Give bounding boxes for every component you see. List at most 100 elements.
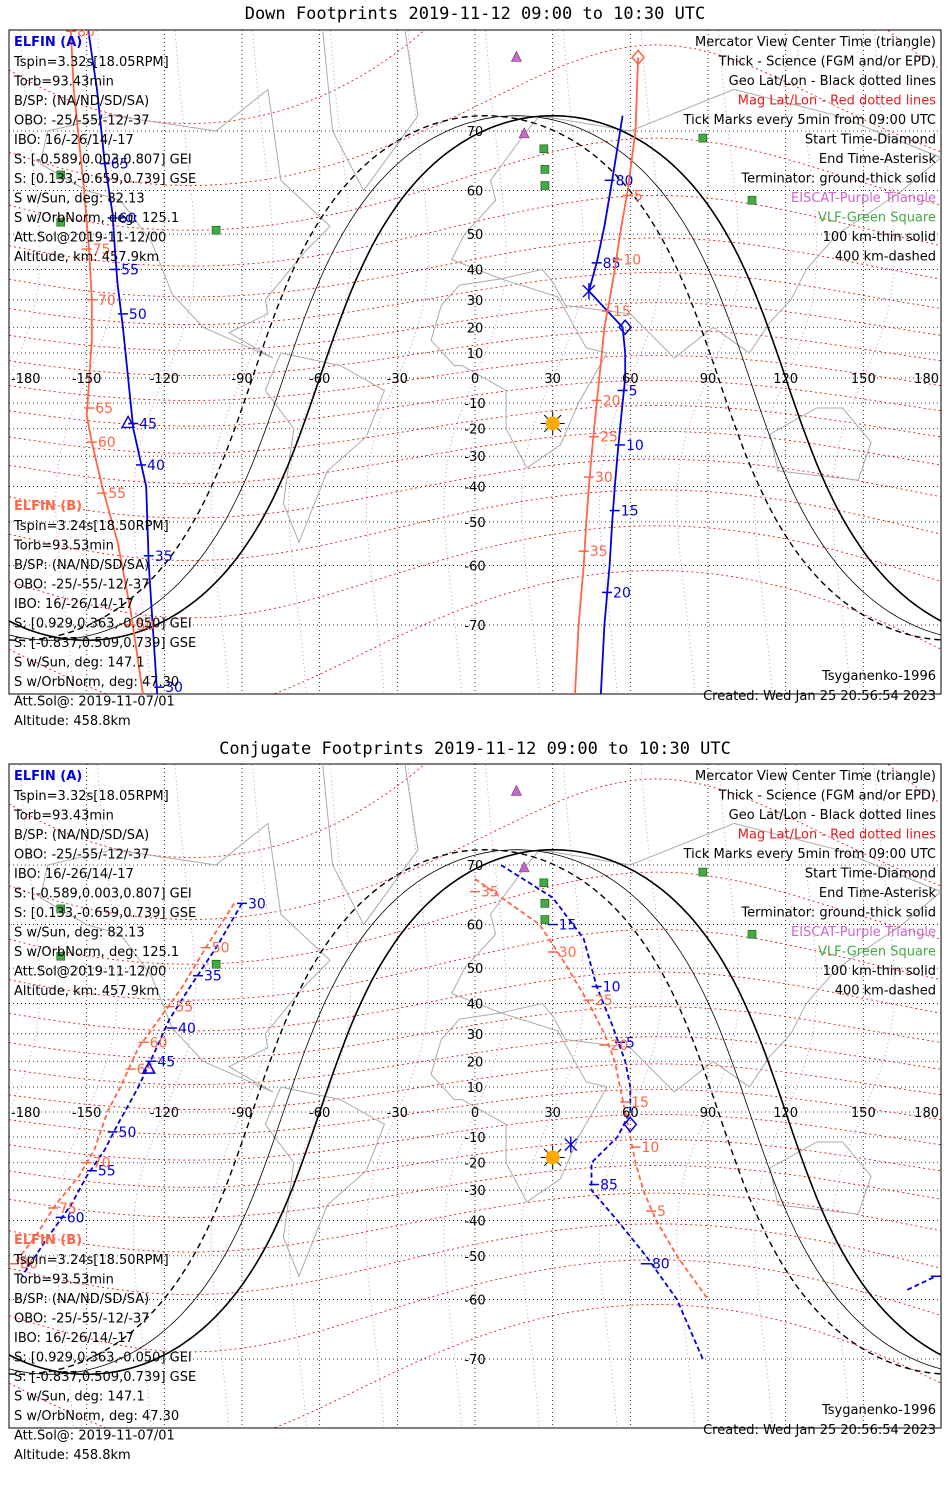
mag-meridian — [521, 30, 585, 694]
mag-parallel — [9, 1223, 941, 1295]
lon-tick-label: 90 — [700, 1106, 717, 1121]
lon-tick-label: 60 — [622, 372, 639, 387]
elfin-a-west-tick-label: 30 — [165, 680, 183, 696]
elfin-b-east-tick-label: 25 — [600, 430, 618, 446]
elfin-a-info-line: S w/OrbNorm, deg: 125.1 — [14, 945, 179, 960]
lat-tick-label: 40 — [467, 263, 484, 278]
elfin-b-info-line: IBO: 16/-26/14/-17 — [14, 1331, 134, 1346]
start-diamond-icon — [618, 319, 633, 336]
elfin-b-info-line: Torb=93.53min — [13, 539, 114, 554]
legend-item: 400 km-dashed — [835, 250, 936, 265]
elfin-b-info-line: Altitude: 458.8km — [14, 1448, 131, 1463]
vlf-square-icon — [539, 878, 549, 888]
lon-tick-label: 30 — [544, 372, 561, 387]
legend-item: Tick Marks every 5min from 09:00 UTC — [683, 847, 936, 862]
mag-meridian — [754, 30, 818, 694]
elfin-b-west-track — [69, 30, 144, 694]
elfin-a-info-line: S: [0.133,-0.659,0.739] GSE — [14, 906, 196, 921]
lat-tick-label: 60 — [467, 919, 484, 934]
elfin-a-conj-tick-label: 80 — [652, 1257, 670, 1273]
view-center-triangle-icon — [120, 415, 136, 429]
elfin-b-info-line: S w/Sun, deg: 147.1 — [14, 656, 145, 671]
elfin-b-label: ELFIN (B) — [14, 499, 82, 514]
vlf-square-icon — [539, 144, 549, 154]
mag-parallel — [9, 489, 941, 561]
elfin-a-info-line: Att.Sol@2019-11-12/00 — [14, 231, 166, 246]
mag-meridian — [55, 30, 119, 694]
vlf-square-icon — [211, 959, 221, 969]
elfin-a-conj-west-tick-label: 30 — [248, 896, 266, 912]
eiscat-triangle-icon — [518, 127, 530, 139]
elfin-a-west-tick-label: 65 — [111, 157, 129, 173]
mag-meridian — [831, 30, 895, 694]
elfin-b-info-line: S: [0.929,0.363,-0.050] GEI — [14, 1351, 192, 1366]
elfin-a-info-line: IBO: 16/-26/14/-17 — [14, 133, 134, 148]
elfin-b-info-line: B/SP: (NA/ND/SD/SA) — [14, 558, 149, 573]
mag-meridian — [676, 764, 740, 1428]
elfin-a-west-tick-label: 45 — [139, 416, 157, 432]
legend-item: End Time-Asterisk — [819, 886, 937, 901]
lat-tick-label: 10 — [467, 347, 484, 362]
elfin-b-conj-tick-label: 10 — [642, 1140, 660, 1156]
panel-title-conjugate: Conjugate Footprints 2019-11-12 09:00 to… — [219, 739, 731, 759]
terminator-400km — [9, 114, 941, 642]
elfin-b-west-tick-label: 50 — [137, 618, 155, 634]
eiscat-triangle-icon — [518, 861, 530, 873]
elfin-a-conj-west-tick-label: 35 — [204, 969, 222, 985]
elfin-b-info-line: IBO: 16/-26/14/-17 — [14, 597, 134, 612]
elfin-b-west-tick-label: 70 — [98, 293, 116, 309]
model-label: Tsyganenko-1996 — [821, 1403, 936, 1418]
elfin-a-info-line: OBO: -25/-55/-12/-37 — [14, 848, 150, 863]
elfin-a-conj-tick-label: 15 — [559, 918, 577, 934]
lat-tick-label: -60 — [464, 1293, 485, 1308]
lat-tick-label: 20 — [467, 1055, 484, 1070]
lat-tick-label: -10 — [464, 397, 485, 412]
lat-tick-label: 50 — [467, 962, 484, 977]
lon-tick-label: -120 — [150, 372, 180, 387]
elfin-a-west-tick-label: 40 — [147, 458, 165, 474]
mag-parallel — [9, 195, 941, 267]
elfin-b-conj-tick-label: 5 — [657, 1204, 666, 1220]
mag-parallel — [9, 971, 941, 1032]
terminator-100km — [9, 849, 941, 1375]
mag-parallel — [9, 430, 941, 484]
lat-tick-label: -50 — [464, 516, 485, 531]
mag-parallel — [9, 764, 941, 859]
lat-tick-label: 70 — [467, 125, 484, 140]
elfin-a-info-line: Tspin=3.32s[18.05RPM] — [13, 55, 169, 70]
elfin-b-conj-west-tick-label: 50 — [212, 941, 230, 957]
lat-tick-label: -50 — [464, 1250, 485, 1265]
elfin-a-conj-west-track — [21, 902, 243, 1277]
eiscat-triangle-icon — [510, 50, 522, 62]
elfin-a-conj-west-tick-label: 50 — [119, 1125, 137, 1141]
coastline — [264, 1086, 386, 1278]
elfin-b-info: ELFIN (B) Tspin=3.24s[18.50RPM] Torb=93.53… — [13, 1233, 196, 1463]
lat-tick-label: 70 — [467, 859, 484, 874]
lon-tick-label: -90 — [231, 1106, 252, 1121]
legend-item: Thick - Science (FGM and/or EPD) — [718, 789, 936, 804]
vlf-square-icon — [540, 915, 550, 924]
lon-tick-label: -150 — [72, 1106, 102, 1121]
elfin-a-info-line: Torb=93.43min — [13, 75, 114, 90]
map-panel-down: 80 85 5 10 15 20 5 10 15 20 25 30 35 65 60 55 50 45 40 35 30… — [8, 29, 942, 729]
elfin-a-west-tick-label: 50 — [129, 307, 147, 323]
elfin-b-info-line: Att.Sol@: 2019-11-07/01 — [14, 695, 175, 710]
elfin-b-east-tick-label: 15 — [613, 304, 631, 320]
legend-item: End Time-Asterisk — [819, 152, 937, 167]
elfin-a-info-line: B/SP: (NA/ND/SD/SA) — [14, 94, 149, 109]
mag-parallel — [9, 1063, 941, 1110]
elfin-a-east-tick-label: 85 — [603, 256, 621, 272]
elfin-b-info-line: Torb=93.53min — [13, 1273, 114, 1288]
vlf-square-icon — [540, 165, 550, 174]
elfin-a-east-tick-label: 15 — [621, 504, 639, 520]
elfin-a-info-line: S w/Sun, deg: 82.13 — [14, 926, 145, 941]
elfin-b-east-tick-label: 35 — [590, 544, 608, 560]
elfin-a-info-line: Att.Sol@2019-11-12/00 — [14, 965, 166, 980]
legend-item: Mercator View Center Time (triangle) — [695, 769, 936, 784]
elfin-a-west-track — [87, 30, 159, 694]
lon-tick-label: 120 — [773, 1106, 798, 1121]
lon-tick-label: -60 — [309, 1106, 330, 1121]
legend-item: Tick Marks every 5min from 09:00 UTC — [683, 113, 936, 128]
mag-parallel — [9, 1192, 941, 1253]
elfin-a-info-line: IBO: 16/-26/14/-17 — [14, 867, 134, 882]
